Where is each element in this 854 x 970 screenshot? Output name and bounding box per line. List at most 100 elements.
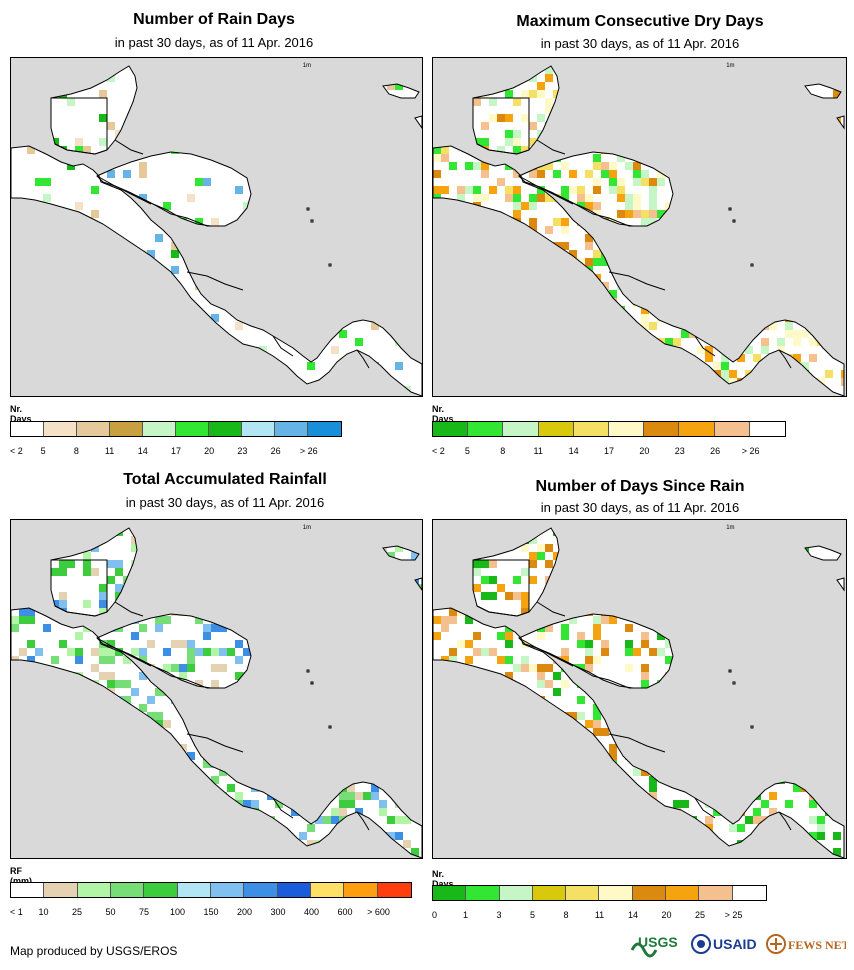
coastline (433, 145, 845, 396)
grid-cell (147, 712, 155, 720)
grid-cell (473, 648, 481, 656)
legend-title: Nr. Days (10, 404, 32, 424)
grid-cell (649, 322, 657, 330)
grid-cell (211, 664, 219, 672)
grid-cell (449, 648, 457, 656)
grid-cell (577, 194, 585, 202)
grid-cell (75, 656, 83, 664)
grid-cell (203, 632, 211, 640)
grid-cell (505, 592, 513, 600)
grid-cell (505, 632, 513, 640)
grid-cell (363, 792, 371, 800)
grid-cell (633, 768, 641, 776)
grid-cell (769, 792, 777, 800)
grid-cell (721, 354, 729, 362)
grid-cell (107, 640, 115, 648)
grid-cell (139, 194, 147, 202)
grid-cell (617, 186, 625, 194)
legend-swatch (499, 886, 533, 900)
legend-label: 17 (603, 446, 615, 456)
grid-cell (395, 362, 403, 370)
grid-cell (577, 664, 585, 672)
grid-cell (99, 584, 107, 592)
legend-swatch (310, 883, 345, 897)
grid-cell (195, 218, 203, 226)
grid-cell (155, 616, 163, 624)
grid-cell (481, 560, 489, 568)
coastline (750, 263, 754, 267)
grid-cell (665, 202, 673, 210)
legend-swatch (666, 886, 700, 900)
grid-cell (75, 632, 83, 640)
grid-cell (379, 808, 387, 816)
grid-cell (585, 234, 593, 242)
grid-cell (609, 744, 617, 752)
grid-cell (83, 568, 91, 576)
grid-cell (545, 664, 553, 672)
country-border (694, 335, 716, 357)
grid-cell (641, 178, 649, 186)
grid-cell (761, 338, 769, 346)
grid-cell (809, 338, 817, 346)
country-border (536, 139, 566, 155)
legend-labels: < 2 5 8 11 14 17 20 23 26 > 26 (432, 446, 786, 458)
grid-cell (601, 162, 609, 170)
grid-cell (593, 154, 601, 162)
country-border (356, 349, 370, 369)
grid-cell (609, 170, 617, 178)
grid-cell (411, 848, 419, 856)
grid-cell (83, 552, 91, 560)
grid-cell (585, 648, 593, 656)
grid-cell (553, 672, 561, 680)
grid-cell (107, 74, 115, 82)
grid-cell (529, 90, 537, 98)
grid-cell (553, 688, 561, 696)
grid-cell (481, 592, 489, 600)
coastline (96, 151, 252, 227)
grid-cell (433, 154, 441, 162)
legend-label: 23 (237, 446, 248, 456)
grid-cell (633, 194, 641, 202)
grid-cell (387, 82, 395, 90)
grid-cell (131, 648, 139, 656)
grid-cell (123, 680, 131, 688)
country-border (96, 175, 152, 205)
grid-cell (235, 186, 243, 194)
grid-cell (609, 616, 617, 624)
grid-cell (537, 544, 545, 552)
grid-cell (641, 218, 649, 226)
grid-cell (75, 146, 83, 154)
grid-cell (553, 170, 561, 178)
grid-cell (529, 74, 537, 82)
grid-cell (681, 800, 689, 808)
grid-cell (593, 202, 601, 210)
grid-cell (147, 250, 155, 258)
grid-cell (785, 800, 793, 808)
legend-swatch (573, 422, 609, 436)
grid-cell (537, 664, 545, 672)
grid-cell (649, 194, 657, 202)
grid-cell (473, 632, 481, 640)
legend-swatch (144, 883, 178, 897)
grid-cell (785, 322, 793, 330)
grid-cell (641, 640, 649, 648)
grid-cell (187, 656, 195, 664)
coastline (518, 613, 674, 689)
country-border (186, 271, 244, 291)
grid-cell (35, 648, 43, 656)
grid-cell (99, 90, 107, 98)
grid-cell (473, 560, 481, 568)
grid-cell (59, 568, 67, 576)
legend-swatch (433, 422, 469, 436)
grid-cell (753, 354, 761, 362)
legend-swatch (44, 883, 78, 897)
grid-cell (593, 704, 601, 712)
grid-cell (585, 258, 593, 266)
grid-cell (131, 544, 139, 552)
grid-cell (307, 840, 315, 848)
grid-cell (641, 680, 649, 688)
coastline (328, 725, 332, 729)
grid-cell (537, 186, 545, 194)
grid-cell (505, 130, 513, 138)
grid-cell (521, 202, 529, 210)
